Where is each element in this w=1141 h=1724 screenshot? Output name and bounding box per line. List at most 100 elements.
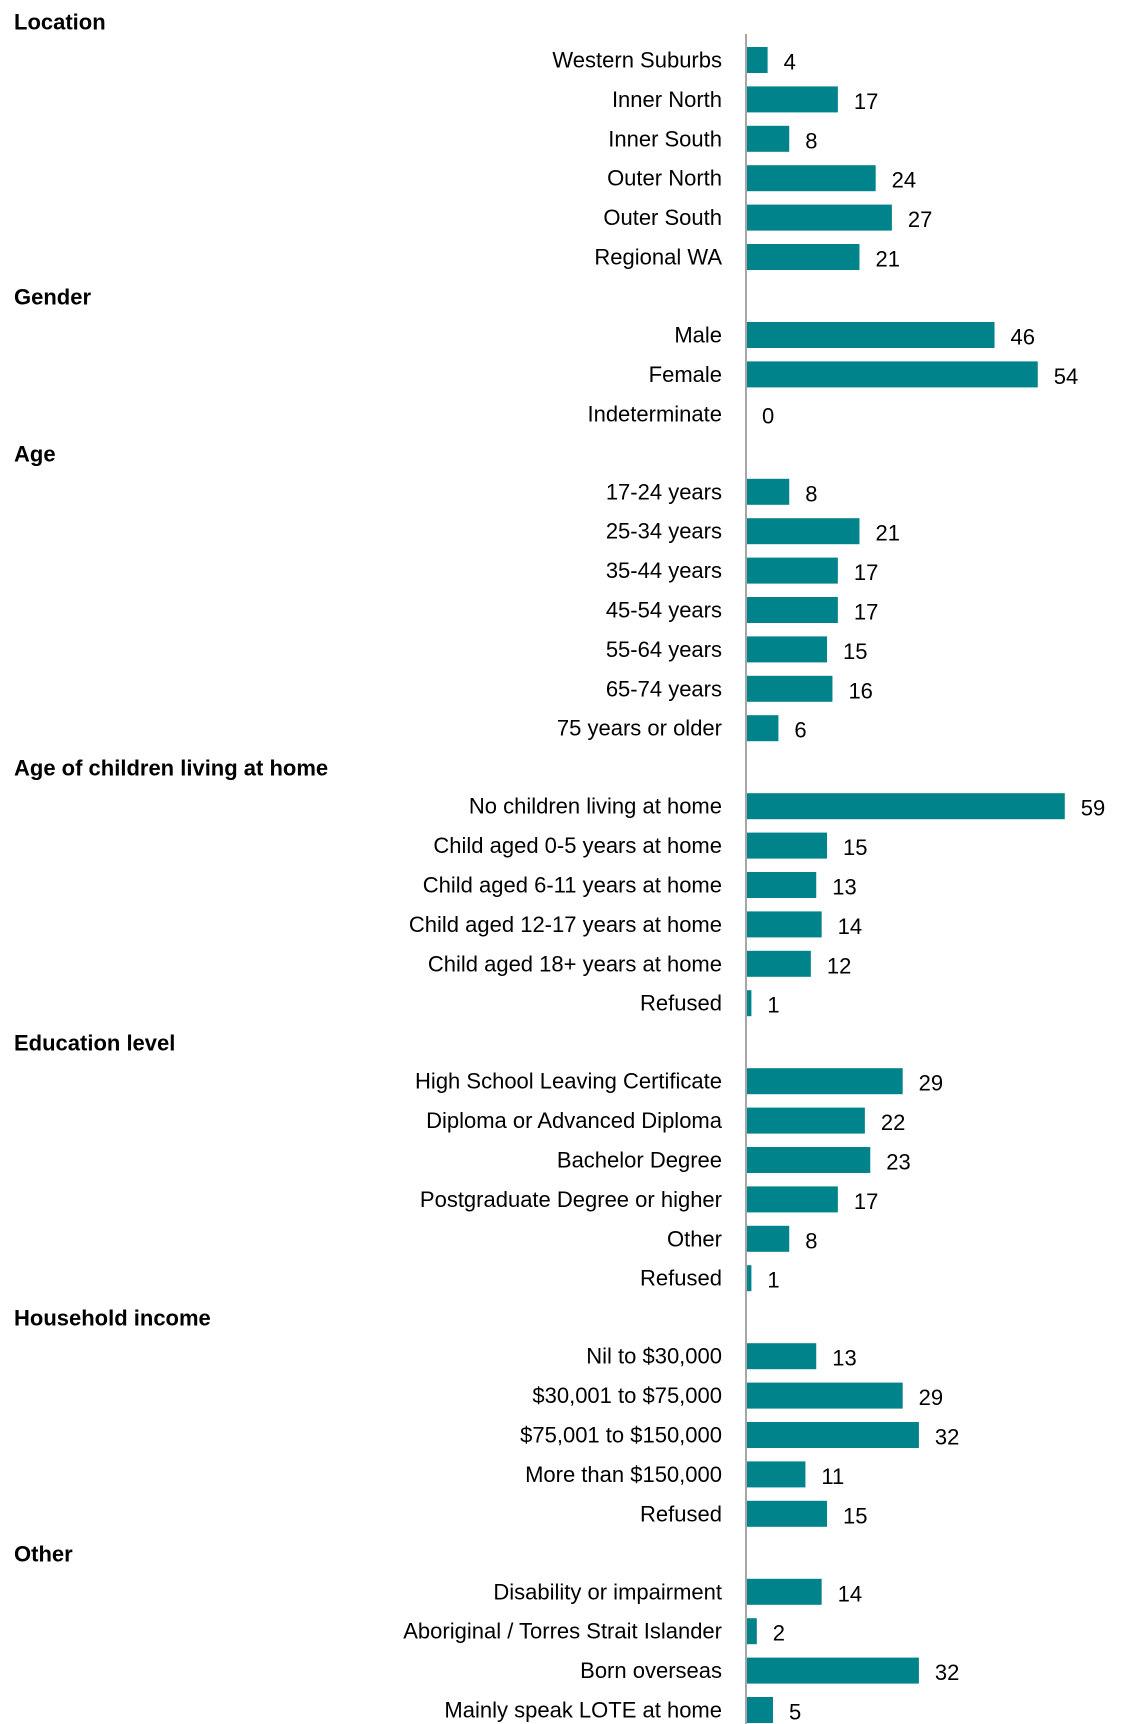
category-label: Child aged 18+ years at home: [428, 951, 722, 976]
value-label: 0: [762, 403, 774, 428]
value-label: 27: [908, 207, 932, 232]
group-heading-gender: Gender: [14, 285, 91, 310]
bar: [746, 86, 838, 113]
bar: [746, 1500, 828, 1527]
category-label: 17-24 years: [606, 479, 722, 504]
bar: [746, 1657, 919, 1684]
bar: [746, 244, 860, 270]
category-label: Child aged 0-5 years at home: [433, 833, 722, 858]
value-label: 23: [886, 1150, 910, 1175]
category-label: Disability or impairment: [493, 1579, 722, 1604]
bar: [746, 1422, 919, 1448]
category-label: More than $150,000: [525, 1462, 722, 1487]
bar: [746, 204, 892, 231]
group-heading-location: Location: [14, 10, 106, 35]
bar: [746, 1578, 822, 1605]
value-label: 8: [805, 1228, 817, 1253]
value-label: 5: [789, 1700, 801, 1724]
bar: [746, 322, 995, 348]
value-label: 22: [881, 1110, 905, 1135]
value-label: 29: [919, 1385, 943, 1410]
bar: [746, 165, 876, 192]
value-label: 17: [854, 600, 878, 625]
category-label: Indeterminate: [587, 401, 722, 426]
bar: [746, 990, 752, 1017]
bar: [746, 1186, 838, 1213]
category-label: No children living at home: [469, 794, 722, 819]
bar: [746, 518, 860, 545]
category-label: Postgraduate Degree or higher: [420, 1187, 722, 1212]
bar: [746, 1107, 865, 1134]
category-label: Outer South: [603, 205, 722, 230]
category-label: 25-34 years: [606, 519, 722, 544]
value-label: 14: [838, 914, 862, 939]
category-label: 35-44 years: [606, 558, 722, 583]
value-label: 11: [821, 1464, 844, 1489]
value-label: 17: [854, 560, 878, 585]
category-label: $75,001 to $150,000: [520, 1423, 722, 1448]
group-heading-age-of-children-living-at-home: Age of children living at home: [14, 756, 328, 781]
value-label: 59: [1081, 796, 1105, 821]
bar: [746, 1697, 774, 1723]
bar: [746, 911, 822, 938]
category-label: Bachelor Degree: [557, 1148, 722, 1173]
value-label: 13: [832, 1346, 856, 1371]
value-label: 17: [854, 89, 878, 114]
category-label: Aboriginal / Torres Strait Islander: [403, 1619, 722, 1644]
bar: [746, 832, 828, 859]
value-label: 32: [935, 1660, 959, 1685]
category-label: Nil to $30,000: [586, 1344, 722, 1369]
bar: [746, 1382, 903, 1409]
value-label: 8: [805, 481, 817, 506]
category-label: Western Suburbs: [552, 48, 722, 73]
value-label: 16: [848, 678, 872, 703]
value-label: 4: [784, 50, 796, 75]
value-label: 32: [935, 1425, 959, 1450]
value-label: 21: [875, 247, 899, 272]
category-label: Other: [667, 1226, 722, 1251]
bar: [746, 636, 828, 663]
value-label: 2: [773, 1621, 785, 1646]
category-label: Refused: [640, 1501, 722, 1526]
category-label: 55-64 years: [606, 637, 722, 662]
category-label: Inner South: [608, 126, 722, 151]
category-label: Female: [649, 362, 722, 387]
category-label: 65-74 years: [606, 676, 722, 701]
value-label: 46: [1011, 325, 1035, 350]
value-label: 13: [832, 875, 856, 900]
bar: [746, 1147, 871, 1173]
value-label: 1: [767, 993, 779, 1018]
bar: [746, 1225, 790, 1252]
group-heading-other: Other: [14, 1541, 73, 1566]
group-heading-age: Age: [14, 441, 56, 466]
value-label: 8: [805, 128, 817, 153]
bars: [746, 47, 1065, 1723]
category-label: Diploma or Advanced Diploma: [426, 1108, 723, 1133]
value-label: 1: [767, 1268, 779, 1293]
category-label: $30,001 to $75,000: [532, 1383, 722, 1408]
value-label: 15: [843, 835, 867, 860]
bar: [746, 478, 790, 505]
category-label: 45-54 years: [606, 598, 722, 623]
bar: [746, 1343, 817, 1370]
bar: [746, 1618, 757, 1645]
value-label: 6: [794, 718, 806, 743]
group-heading-education-level: Education level: [14, 1031, 175, 1056]
bar: [746, 1265, 752, 1292]
bar: [746, 125, 790, 152]
value-label: 24: [892, 168, 916, 193]
bar: [746, 793, 1065, 820]
value-label: 15: [843, 639, 867, 664]
category-label: Regional WA: [594, 245, 722, 270]
value-label: 14: [838, 1581, 862, 1606]
category-label: Born overseas: [580, 1658, 722, 1683]
category-label: Child aged 12-17 years at home: [409, 912, 722, 937]
value-label: 12: [827, 953, 851, 978]
value-labels: 4178242721465408211717151665915131412129…: [762, 50, 1105, 1724]
bar: [746, 557, 838, 584]
group-heading-household-income: Household income: [14, 1306, 211, 1331]
bar: [746, 675, 833, 702]
value-label: 17: [854, 1189, 878, 1214]
value-label: 21: [875, 521, 899, 546]
